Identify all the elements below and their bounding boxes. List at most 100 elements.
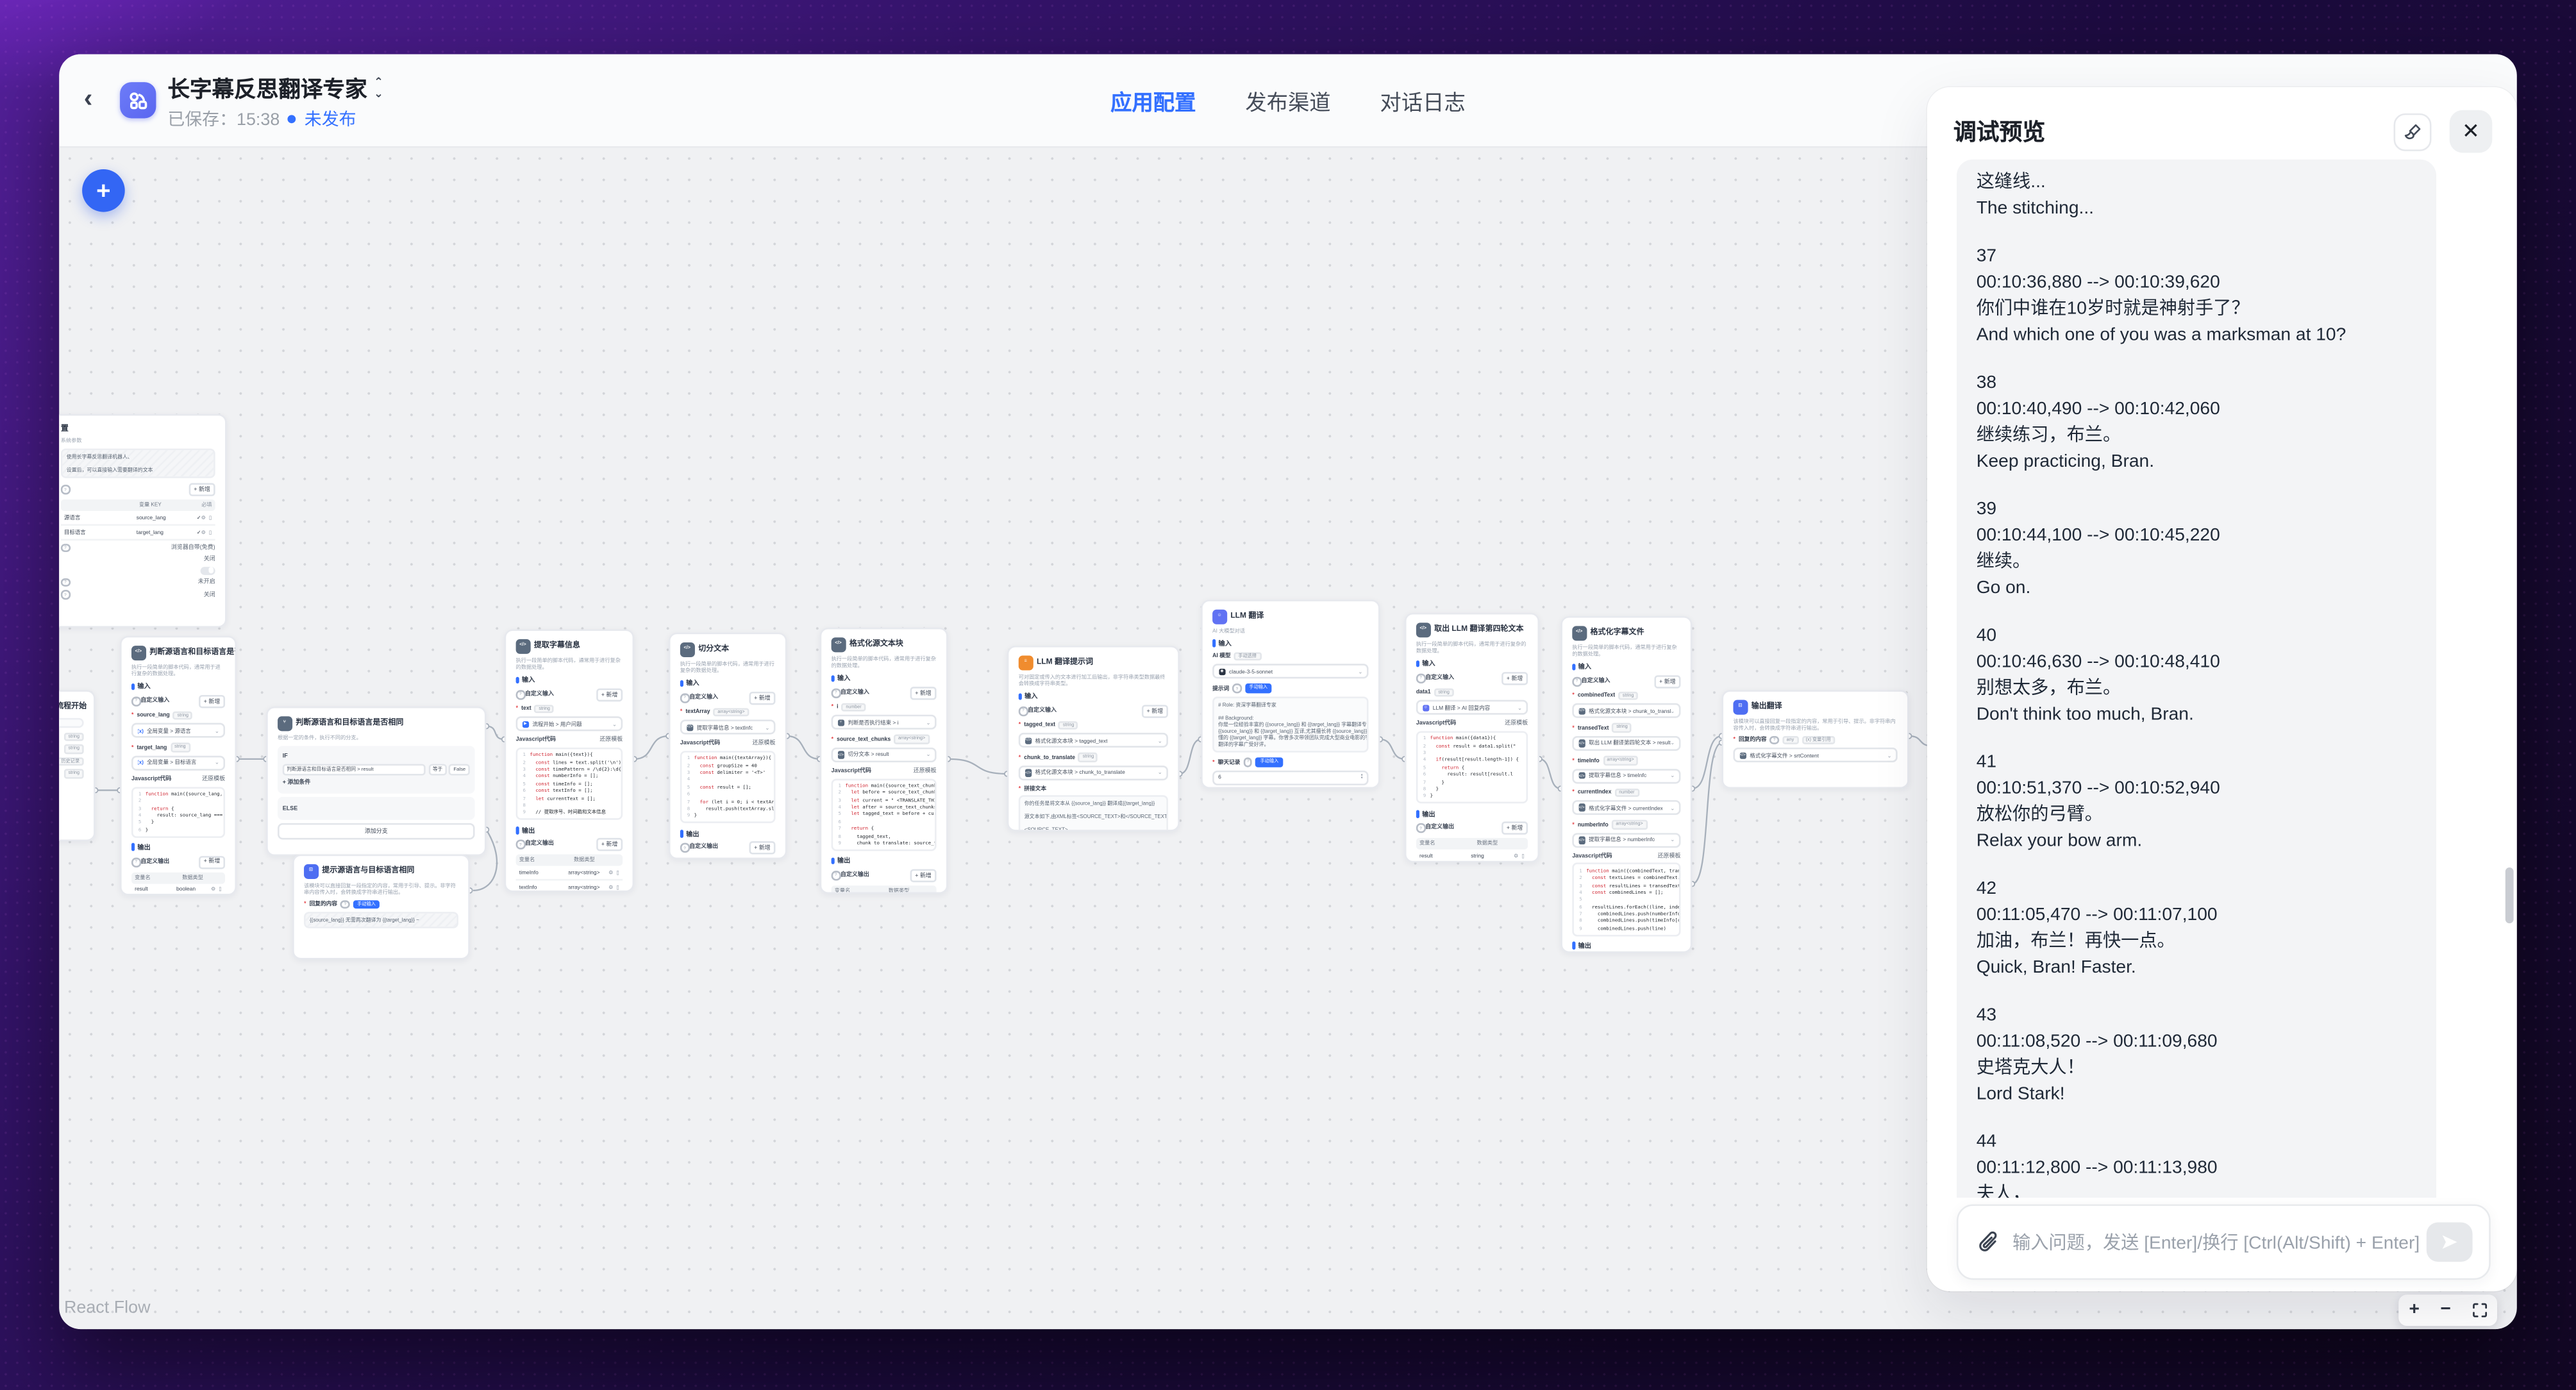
trash-icon[interactable]: ▯ (209, 528, 212, 535)
code-editor[interactable]: 1 function main({text}){2 const lines = t… (515, 747, 623, 821)
node-split-text[interactable]: </> 切分文本 执行一段简单的脚本代码，通常用于进行复杂的数据处理。 输入 ? 自定义输… (668, 632, 787, 860)
add-button[interactable]: + 新增 (749, 841, 776, 855)
add-button[interactable]: + 新增 (910, 869, 937, 882)
panel-scrollbar[interactable] (2505, 867, 2514, 924)
variable-select[interactable]: ⑂ 判断是否执行结束 > i ⌄ (831, 715, 937, 730)
add-branch-button[interactable]: 添加分支 (278, 823, 475, 841)
fit-view-button[interactable] (2472, 1303, 2487, 1318)
trash-icon[interactable]: ▯ (209, 514, 212, 521)
add-button[interactable]: + 新增 (596, 688, 623, 701)
trash-icon[interactable]: ▯ (219, 886, 222, 893)
toggle-switch[interactable] (200, 566, 215, 575)
add-button[interactable]: + 新增 (1141, 705, 1168, 718)
variable-select[interactable]: (x) 全局变量 > 目标语言 ⌄ (131, 755, 226, 771)
node-description: 执行一段简单的脚本代码，通常用于进行复杂的数据处理。 (831, 655, 936, 669)
condition-variable[interactable]: 判断源语言和目标语言是否相同 > result (282, 763, 426, 776)
add-button[interactable]: + 新增 (198, 855, 226, 869)
field-row: ? 自定义输出 + 新增 (680, 841, 776, 855)
condition-operand[interactable]: 等于 (428, 763, 447, 776)
gear-icon[interactable]: ⚙ (201, 528, 206, 535)
trash-icon[interactable]: ▯ (616, 883, 620, 891)
text-box[interactable]: 使用长字幕反思翻译机器人、 设置后，可以直接输入需要翻译的文本 (60, 449, 215, 479)
variable-select[interactable]: (x) 全局变量 > 源语言 ⌄ (131, 723, 226, 739)
node-extract-subtitle[interactable]: </> 提取字幕信息 执行一段简单的脚本代码，通常用于进行复杂的数据处理。 输入 ? 自定… (504, 629, 635, 892)
field-row: Javascript代码 还原模板 (832, 767, 937, 775)
clear-conversation-button[interactable] (2393, 112, 2432, 151)
node-output-translation[interactable]: ⊡ 输出翻译 该模块可以直接回复一段指定的内容，常用于引导、提示。非字符串内容传入时… (1721, 690, 1909, 789)
variable-select[interactable]: ▶ 流程开始 > 用户问题 ⌄ (515, 717, 623, 732)
variable-select[interactable]: </> 格式化源文本块 > chunk_to_translate ⌄ (1018, 766, 1168, 781)
variable-select[interactable]: </> 格式化字幕文件 > srtContent ⌄ (1733, 748, 1898, 764)
node-settings[interactable]: 置系统参数 使用长字幕反思翻译机器人、 设置后，可以直接输入需要翻译的文本? + 新… (59, 414, 227, 628)
node-lang-check-code[interactable]: </>判断源语言和目标语言是否相同执行一段简单的脚本代码，通常用于进行复杂的数据… (120, 635, 237, 896)
gear-icon[interactable]: ⚙ (1514, 852, 1519, 859)
required-star: * (304, 901, 306, 908)
add-button[interactable]: + 新增 (910, 687, 937, 699)
variable-select[interactable]: </> 切分文本 > result ⌄ (831, 747, 937, 762)
trash-icon[interactable]: ▯ (616, 869, 620, 876)
node-description: 执行一段简单的脚本代码，通常用于进行复杂的数据处理。 (1416, 640, 1526, 653)
text-box[interactable] (59, 717, 84, 727)
code-editor[interactable]: 1 function main({combinedText, transe 2 co… (1572, 863, 1681, 936)
add-button[interactable]: + 新增 (596, 838, 623, 851)
node-lang-check-if[interactable]: ⑂ 判断源语言和目标语言是否相同 根据一定的条件，执行不同的分支。 IF 判断源语言和目… (266, 706, 487, 857)
back-button[interactable]: ‹ (83, 85, 93, 113)
condition-group: ELSE (278, 797, 475, 820)
variable-select[interactable]: </> 提取字幕信息 > numberInfo ⌄ (1572, 832, 1681, 848)
node-title: 提取字幕信息 (533, 641, 580, 649)
add-button[interactable]: + 新增 (1501, 822, 1528, 835)
stepper-arrows[interactable]: ▴ ▾ (1360, 774, 1363, 782)
code-editor[interactable]: 1 function main({textArray}){2 const grou… (680, 750, 776, 824)
node-description: 执行一段简单的脚本代码，通常用于进行复杂的数据处理。 (1572, 643, 1677, 657)
add-button[interactable]: + 新增 (749, 691, 776, 705)
table-header: 变量名数据类型 (1416, 838, 1528, 850)
variable-select[interactable]: ◉ claude-3-5-sonnet ⌄ (1212, 664, 1369, 680)
field-row: ? 自定义输入 + 新增 (831, 687, 937, 699)
gear-icon[interactable]: ⚙ (201, 514, 206, 521)
attachment-icon[interactable] (1978, 1230, 1999, 1253)
node-start[interactable]: ▶流程开始 string string 聊天记录历史记录 string (59, 690, 96, 841)
zoom-in-button[interactable]: + (2409, 1299, 2420, 1319)
add-node-button[interactable]: + (82, 169, 125, 212)
workflow-glyph (130, 92, 147, 110)
tab-publish-channels[interactable]: 发布渠道 (1245, 90, 1331, 115)
tab-conversation-logs[interactable]: 对话日志 (1380, 90, 1466, 115)
add-button[interactable]: + 新增 (1654, 675, 1681, 689)
variable-select[interactable]: </> 格式化源文本块 > chunk_to_translate ⌄ (1572, 703, 1681, 719)
node-llm-prompt-template[interactable]: ≡ LLM 翻译提示词 可对固定或传入的文本进行加工后输出，非字符串类型数据最终会转… (1007, 646, 1180, 832)
trash-icon[interactable]: ▯ (1521, 852, 1525, 859)
variable-select[interactable]: </> 提取字幕信息 > timeInfo ⌄ (1572, 768, 1681, 783)
chat-input[interactable]: 输入问题，发送 [Enter]/换行 [Ctrl(Alt/Shift) + En… (1956, 1204, 2491, 1280)
variable-select[interactable]: </> 提取字幕信息 > textInfo ⌄ (680, 720, 776, 735)
node-format-source-chunk[interactable]: </> 格式化源文本块 执行一段简单的脚本代码，通常用于进行复杂的数据处理。 输入? 自… (819, 627, 948, 894)
send-button[interactable] (2426, 1222, 2473, 1262)
add-button[interactable]: + 新增 (198, 694, 226, 708)
tab-app-config[interactable]: 应用配置 (1110, 90, 1196, 115)
app-switcher-icon[interactable]: ⌃ ⌃ (373, 76, 384, 96)
node-format-srt-file[interactable]: </> 格式化字幕文件 执行一段简单的脚本代码，通常用于进行复杂的数据处理。 输入? 自… (1560, 615, 1693, 953)
node-tip-lang-same[interactable]: ⊡ 提示源语言与目标语言相同 该模块可以直接回复一段指定的内容，常用于引导、提示。非… (292, 854, 470, 960)
condition-operand[interactable]: False (449, 763, 470, 776)
node-llm-translate[interactable]: ☺ LLM 翻译 AI 大模型对话 输入 AI 模型 手动选择 ◉ claude-3-5-so… (1201, 599, 1380, 789)
text-box[interactable]: 你的任务是将文本从 {{source_lang}} 翻译成{{target_la… (1018, 796, 1168, 830)
gear-icon[interactable]: ⚙ (608, 869, 614, 876)
text-box[interactable]: {{source_lang}} 无需再次翻译为 {{target_lang}} … (304, 912, 458, 929)
zoom-out-button[interactable]: − (2440, 1299, 2452, 1319)
reactflow-attribution[interactable]: React Flow (63, 1298, 151, 1318)
text-box[interactable]: # Role: 资深字幕翻译专家 ## Background: 你是一位经验丰富的… (1212, 696, 1369, 753)
variable-select[interactable]: </> 格式化字幕文件 > currentIndex ⌄ (1572, 800, 1681, 816)
node-extract-4th-round[interactable]: </> 取出 LLM 翻译第四轮文本 执行一段简单的脚本代码，通常用于进行复杂的数据… (1404, 612, 1540, 863)
add-button[interactable]: + 新增 (1501, 672, 1528, 685)
variable-select[interactable]: </> 格式化源文本块 > tagged_text ⌄ (1018, 733, 1168, 748)
gear-icon[interactable]: ⚙ (608, 883, 614, 891)
close-panel-button[interactable]: ✕ (2449, 110, 2493, 153)
add-button[interactable]: + 新增 (188, 483, 215, 496)
number-stepper[interactable]: 6 ▴ ▾ (1212, 770, 1369, 785)
help-icon: ? (340, 900, 350, 910)
variable-select[interactable]: </> 取出 LLM 翻译第四轮文本 > result ⌄ (1572, 735, 1681, 751)
code-editor[interactable]: 1 function main({data1}){2 const result =… (1416, 731, 1528, 804)
gear-icon[interactable]: ⚙ (210, 886, 216, 893)
variable-select[interactable]: ☺ LLM 翻译 > AI 回复内容 ⌄ (1416, 700, 1528, 716)
